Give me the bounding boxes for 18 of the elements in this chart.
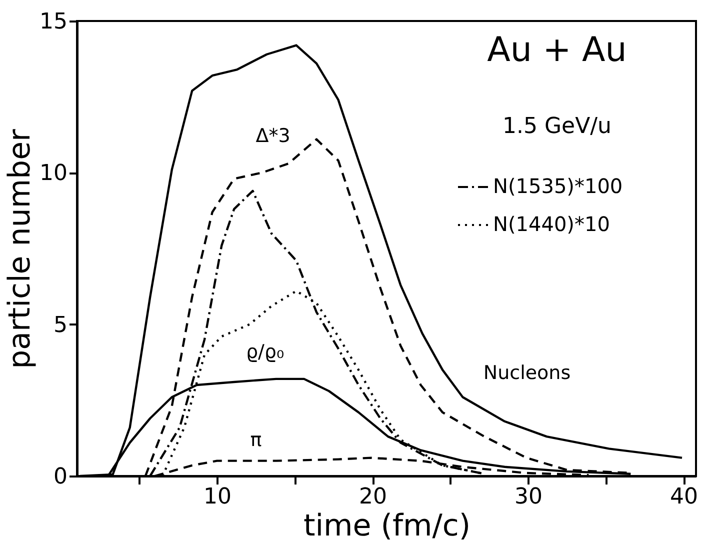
x-tick-label: 20 xyxy=(359,484,388,510)
y-axis-title: particle number xyxy=(2,128,38,369)
y-tick-label: 15 xyxy=(40,10,68,34)
x-tick-label: 40 xyxy=(670,484,698,510)
annotation: Nucleons xyxy=(483,362,571,384)
legend-label: N(1535)*100 xyxy=(493,174,623,198)
annotation: 1.5 GeV/u xyxy=(502,114,612,139)
y-tick-label: 10 xyxy=(40,161,68,186)
annotation: π xyxy=(250,429,262,451)
annotation: Au + Au xyxy=(487,30,627,70)
legend-label: N(1440)*10 xyxy=(493,212,610,236)
x-axis-title: time (fm/c) xyxy=(303,508,471,544)
y-tick-label: 0 xyxy=(54,464,68,490)
annotation: Δ*3 xyxy=(256,125,290,147)
x-tick-label: 30 xyxy=(514,484,543,510)
y-tick-label: 5 xyxy=(54,312,68,338)
x-tick-label: 10 xyxy=(203,484,232,510)
annotation: ϱ/ϱ₀ xyxy=(246,341,284,363)
